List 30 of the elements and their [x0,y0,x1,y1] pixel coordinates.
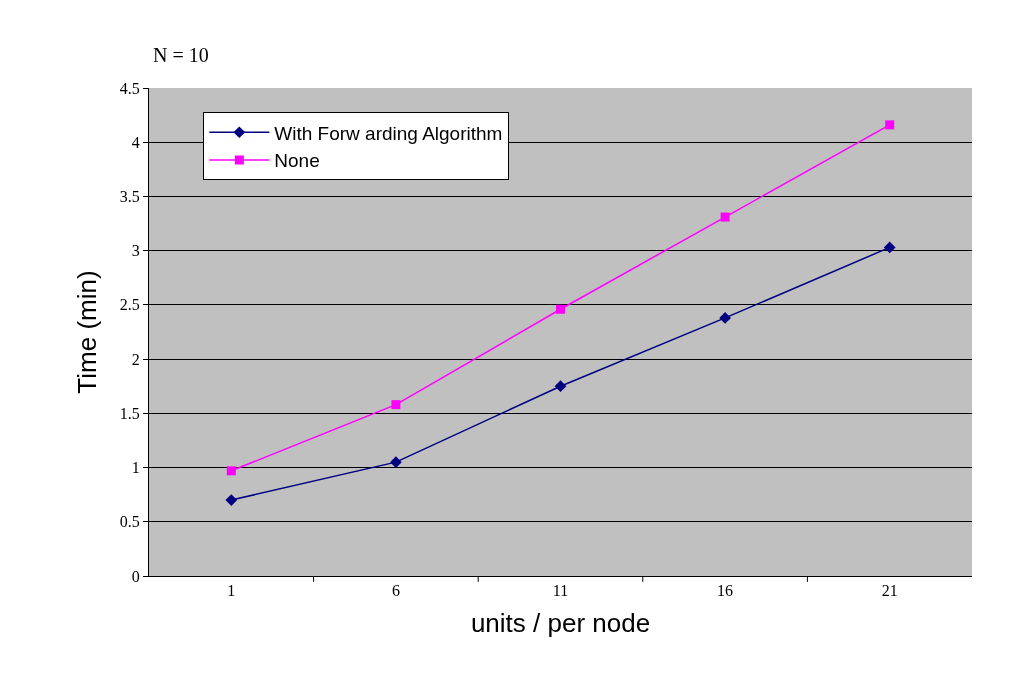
x-tick-label: 16 [717,582,734,600]
y-tick-label: 3 [131,242,140,260]
point [225,494,238,506]
y-tick-label: 0 [131,567,140,585]
y-tick-label: 2 [131,350,140,368]
point [720,212,730,222]
x-tick-label: 11 [552,582,569,600]
point [391,400,401,410]
point [885,120,895,130]
text: N = 10 [153,44,209,66]
y-tick-label: 2.5 [119,296,140,314]
legend-label: With Forw arding Algorithm [274,122,503,144]
point [554,380,567,393]
x-tick-label: 6 [391,582,400,600]
y-tick-label: 0.5 [119,513,140,531]
y-tick-label: 1.5 [119,404,140,422]
x-tick-label: 1 [227,582,236,600]
point [719,312,731,324]
legend-label: None [274,150,320,172]
point [883,241,896,254]
y-tick-label: 4 [131,133,140,151]
y-tick-label: 1 [131,459,140,477]
point [556,304,565,314]
point [390,456,402,468]
x-tick-label: 21 [881,582,898,600]
y-tick-label: 4.5 [119,79,140,97]
point [226,466,236,476]
x-axis-title: units / per node [470,607,651,638]
y-tick-label: 3.5 [119,188,140,206]
y-axis-title: Time (min) [72,270,103,394]
